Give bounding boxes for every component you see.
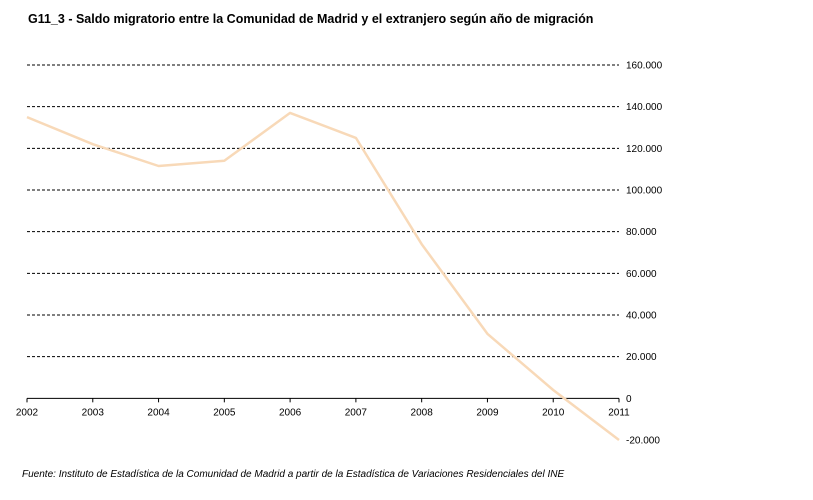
x-tick-label: 2009: [476, 407, 499, 418]
x-tick-label: 2008: [411, 407, 434, 418]
series-line: [26, 111, 620, 441]
y-tick-label: 120.000: [626, 144, 663, 155]
y-tick-label: 60.000: [626, 269, 657, 280]
x-tick-label: 2011: [608, 407, 630, 418]
y-tick-label: 40.000: [626, 311, 657, 322]
y-tick-label: -20.000: [626, 436, 660, 447]
series: [26, 111, 620, 441]
x-tick-label: 2002: [16, 407, 39, 418]
x-axis-tick-labels: 2002 2003 2004 2005 2006 2007 2008 2009 2010 2011: [16, 398, 630, 418]
y-tick-label: 20.000: [626, 352, 657, 363]
chart-title: G11_3 - Saldo migratorio entre la Comuni…: [28, 12, 594, 26]
source-note: Fuente: Instituto de Estadística de la C…: [22, 469, 565, 480]
gridlines: [27, 64, 619, 399]
y-axis-tick-labels: -20.000 0 20.000 40.000 60.000 80.000 100.000 1…: [626, 61, 663, 447]
y-tick-label: 160.000: [626, 61, 663, 72]
x-tick-label: 2007: [345, 407, 368, 418]
x-tick-label: 2005: [213, 407, 236, 418]
x-tick-label: 2003: [82, 407, 105, 418]
y-tick-label: 80.000: [626, 227, 657, 238]
x-tick-label: 2006: [279, 407, 302, 418]
y-tick-label: 100.000: [626, 186, 663, 197]
x-tick-label: 2004: [147, 407, 170, 418]
x-tick-label: 2010: [542, 407, 565, 418]
y-tick-label: 140.000: [626, 102, 663, 113]
y-tick-label: 0: [626, 394, 632, 405]
